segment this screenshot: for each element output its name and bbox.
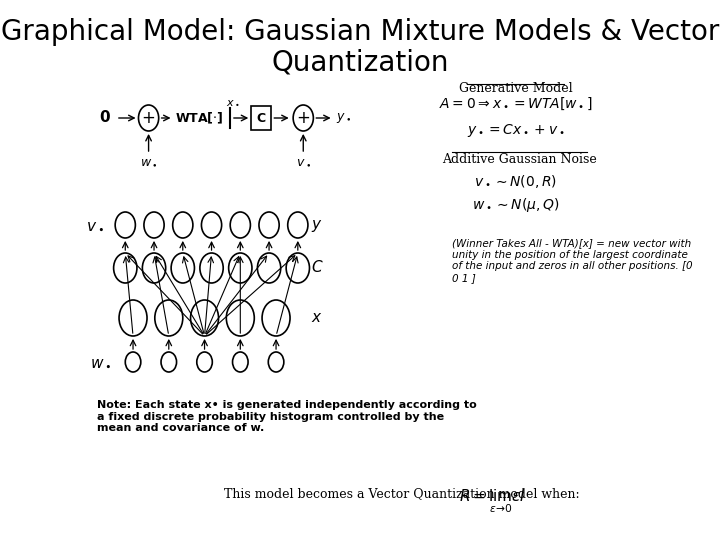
Text: $v_\bullet$: $v_\bullet$ <box>86 218 104 233</box>
Text: Note: Each state x• is generated independently according to
a fixed discrete pro: Note: Each state x• is generated indepen… <box>97 400 477 433</box>
Text: $v_\bullet$: $v_\bullet$ <box>296 156 311 168</box>
Text: This model becomes a Vector Quantization model when:: This model becomes a Vector Quantization… <box>224 487 580 500</box>
Text: $R = \lim_{\epsilon \to 0} \epsilon I$: $R = \lim_{\epsilon \to 0} \epsilon I$ <box>459 488 526 515</box>
Text: $w_\bullet$: $w_\bullet$ <box>140 156 158 168</box>
Text: +: + <box>142 109 156 127</box>
Text: y: y <box>312 218 321 233</box>
Text: Graphical Model: Gaussian Mixture Models & Vector: Graphical Model: Gaussian Mixture Models… <box>1 18 719 46</box>
Text: 0: 0 <box>100 111 110 125</box>
Text: C: C <box>312 260 323 275</box>
FancyBboxPatch shape <box>251 106 271 130</box>
Text: (Winner Takes All - WTA)[x] = new vector with
unity in the position of the large: (Winner Takes All - WTA)[x] = new vector… <box>451 238 693 283</box>
Text: $x_\bullet$: $x_\bullet$ <box>225 98 240 108</box>
Text: Quantization: Quantization <box>271 48 449 76</box>
Text: C: C <box>257 111 266 125</box>
Text: $w_\bullet \sim N(\mu, Q)$: $w_\bullet \sim N(\mu, Q)$ <box>472 196 559 214</box>
Text: Generative Model: Generative Model <box>459 82 572 95</box>
Text: +: + <box>297 109 310 127</box>
Text: WTA[$\cdot$]: WTA[$\cdot$] <box>175 111 223 126</box>
Text: Additive Gaussian Noise: Additive Gaussian Noise <box>442 153 597 166</box>
Text: $y_\bullet = Cx_\bullet + v_\bullet$: $y_\bullet = Cx_\bullet + v_\bullet$ <box>467 122 564 139</box>
Text: $v_\bullet \sim N(0, R)$: $v_\bullet \sim N(0, R)$ <box>474 173 557 190</box>
Text: $y_\bullet$: $y_\bullet$ <box>336 111 351 125</box>
Text: x: x <box>312 310 321 326</box>
Text: $w_\bullet$: $w_\bullet$ <box>90 354 112 369</box>
Text: $A = 0 \Rightarrow x_\bullet = WTA[w_\bullet]$: $A = 0 \Rightarrow x_\bullet = WTA[w_\bu… <box>438 96 593 112</box>
